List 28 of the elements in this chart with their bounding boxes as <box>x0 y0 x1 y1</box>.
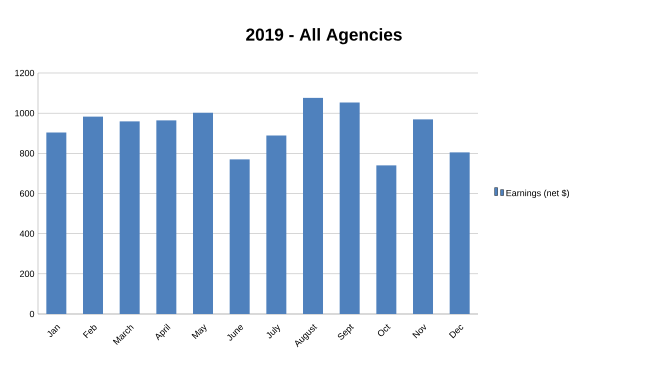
bar <box>46 132 66 314</box>
x-tick-label: Oct <box>378 324 391 336</box>
x-tick-label: Dec <box>448 325 464 338</box>
bar <box>193 112 214 314</box>
y-tick-label: 0 <box>30 310 34 318</box>
bar <box>376 165 396 314</box>
y-tick-label: 1000 <box>15 110 34 116</box>
bar <box>340 102 360 314</box>
x-tick-label: May <box>192 324 207 340</box>
y-tick-label: 1200 <box>15 70 34 76</box>
y-tick-label: 800 <box>20 150 34 157</box>
bar <box>120 121 140 314</box>
bar <box>450 152 470 314</box>
x-tick-label: Nov <box>412 324 426 338</box>
y-tick-label: 600 <box>20 190 34 197</box>
y-tick-label: 200 <box>20 270 34 278</box>
x-tick-label: Feb <box>82 325 97 338</box>
x-tick-label: July <box>266 324 280 338</box>
bar <box>230 159 250 314</box>
legend-label: Earnings (net $) <box>506 189 569 198</box>
bar <box>266 135 286 314</box>
bar <box>83 116 104 314</box>
bar <box>156 120 176 314</box>
y-tick-label: 400 <box>20 230 34 237</box>
x-tick-label: Jan <box>47 325 60 338</box>
chart-title: 2019 - All Agencies <box>246 28 402 44</box>
bar <box>303 98 324 314</box>
bar <box>413 119 434 314</box>
